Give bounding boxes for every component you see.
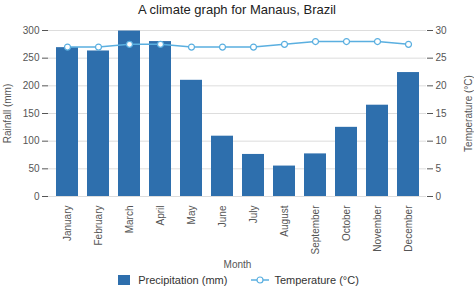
svg-text:September: September (310, 205, 321, 255)
svg-text:May: May (186, 206, 197, 225)
svg-text:February: February (93, 206, 104, 246)
html-text:A climate graph for Manaus, Br: A climate graph for Manaus, Brazil (138, 2, 336, 17)
svg-text:August: August (279, 205, 290, 236)
html-text:Temperature (°C): Temperature (°C) (274, 274, 359, 286)
svg-text:300: 300 (23, 25, 40, 36)
svg-text:25: 25 (436, 52, 448, 63)
svg-text:200: 200 (23, 80, 40, 91)
svg-text:20: 20 (436, 80, 448, 91)
svg-text:November: November (372, 205, 383, 252)
svg-text:December: December (403, 205, 414, 252)
svg-text:30: 30 (436, 25, 448, 36)
svg-text:Rainfall (mm): Rainfall (mm) (2, 84, 13, 143)
html-text:Precipitation (mm): Precipitation (mm) (138, 274, 228, 286)
svg-text:July: July (248, 206, 259, 224)
svg-text:0: 0 (34, 191, 40, 202)
svg-text:Month: Month (224, 259, 252, 270)
svg-text:June: June (217, 205, 228, 227)
svg-text:250: 250 (23, 52, 40, 63)
svg-text:April: April (155, 206, 166, 226)
svg-text:100: 100 (23, 135, 40, 146)
svg-text:0: 0 (436, 191, 442, 202)
svg-text:January: January (62, 206, 73, 242)
svg-text:10: 10 (436, 135, 448, 146)
svg-text:15: 15 (436, 108, 448, 119)
svg-text:5: 5 (436, 163, 442, 174)
svg-text:March: March (124, 206, 135, 234)
svg-text:October: October (341, 205, 352, 241)
svg-text:Temperature (°C): Temperature (°C) (463, 75, 474, 152)
svg-text:50: 50 (28, 163, 40, 174)
svg-text:150: 150 (23, 108, 40, 119)
